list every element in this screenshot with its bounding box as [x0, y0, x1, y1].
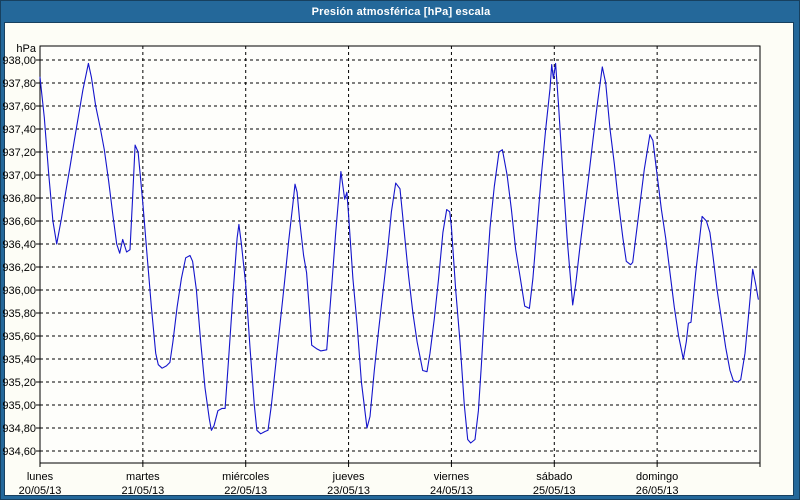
day-date-label: 24/05/13 — [430, 485, 473, 497]
y-tick-label: 937,00 — [2, 170, 36, 182]
day-name-label: lunes — [27, 471, 54, 483]
y-tick-label: 935,00 — [2, 400, 36, 412]
day-name-label: sábado — [536, 471, 572, 483]
y-axis-tick-labels: 938,00 937,80 937,60 937,40 937,20 937,00 936,… — [2, 55, 40, 458]
y-tick-label: 937,20 — [2, 147, 36, 159]
pressure-line — [39, 62, 759, 444]
day-date-label: 22/05/13 — [224, 485, 267, 497]
day-name-label: viernes — [434, 471, 470, 483]
day-name-label: miércoles — [222, 471, 270, 483]
horizontal-gridlines — [40, 59, 760, 452]
y-tick-label: 934,80 — [2, 423, 36, 435]
y-tick-label: 935,40 — [2, 354, 36, 366]
y-tick-label: 938,00 — [2, 55, 36, 67]
day-date-label: 23/05/13 — [327, 485, 370, 497]
y-tick-label: 936,20 — [2, 262, 36, 274]
y-axis-unit-label: hPa — [16, 43, 36, 55]
y-tick-label: 934,60 — [2, 446, 36, 458]
plot-border — [39, 45, 761, 464]
y-tick-label: 937,80 — [2, 78, 36, 90]
day-date-label: 26/05/13 — [636, 485, 679, 497]
y-tick-label: 936,80 — [2, 193, 36, 205]
day-name-label: domingo — [636, 471, 678, 483]
y-tick-label: 935,20 — [2, 377, 36, 389]
y-tick-label: 935,60 — [2, 331, 36, 343]
y-tick-label: 937,40 — [2, 124, 36, 136]
x-axis-ticks — [39, 463, 761, 467]
day-date-label: 25/05/13 — [533, 485, 576, 497]
day-date-label: 21/05/13 — [121, 485, 164, 497]
y-tick-label: 936,00 — [2, 285, 36, 297]
window-title: Presión atmosférica [hPa] escala — [311, 6, 491, 18]
y-tick-label: 936,40 — [2, 239, 36, 251]
day-name-label: martes — [126, 471, 160, 483]
x-axis-day-labels: lunes 20/05/13 martes 21/05/13 miércoles 22/0… — [19, 471, 679, 497]
window-titlebar: Presión atmosférica [hPa] escala — [2, 2, 799, 22]
y-tick-label: 936,60 — [2, 216, 36, 228]
y-tick-label: 935,80 — [2, 308, 36, 320]
day-date-label: 20/05/13 — [19, 485, 62, 497]
day-name-label: jueves — [332, 471, 365, 483]
y-tick-label: 937,60 — [2, 101, 36, 113]
plot-area — [40, 46, 760, 463]
